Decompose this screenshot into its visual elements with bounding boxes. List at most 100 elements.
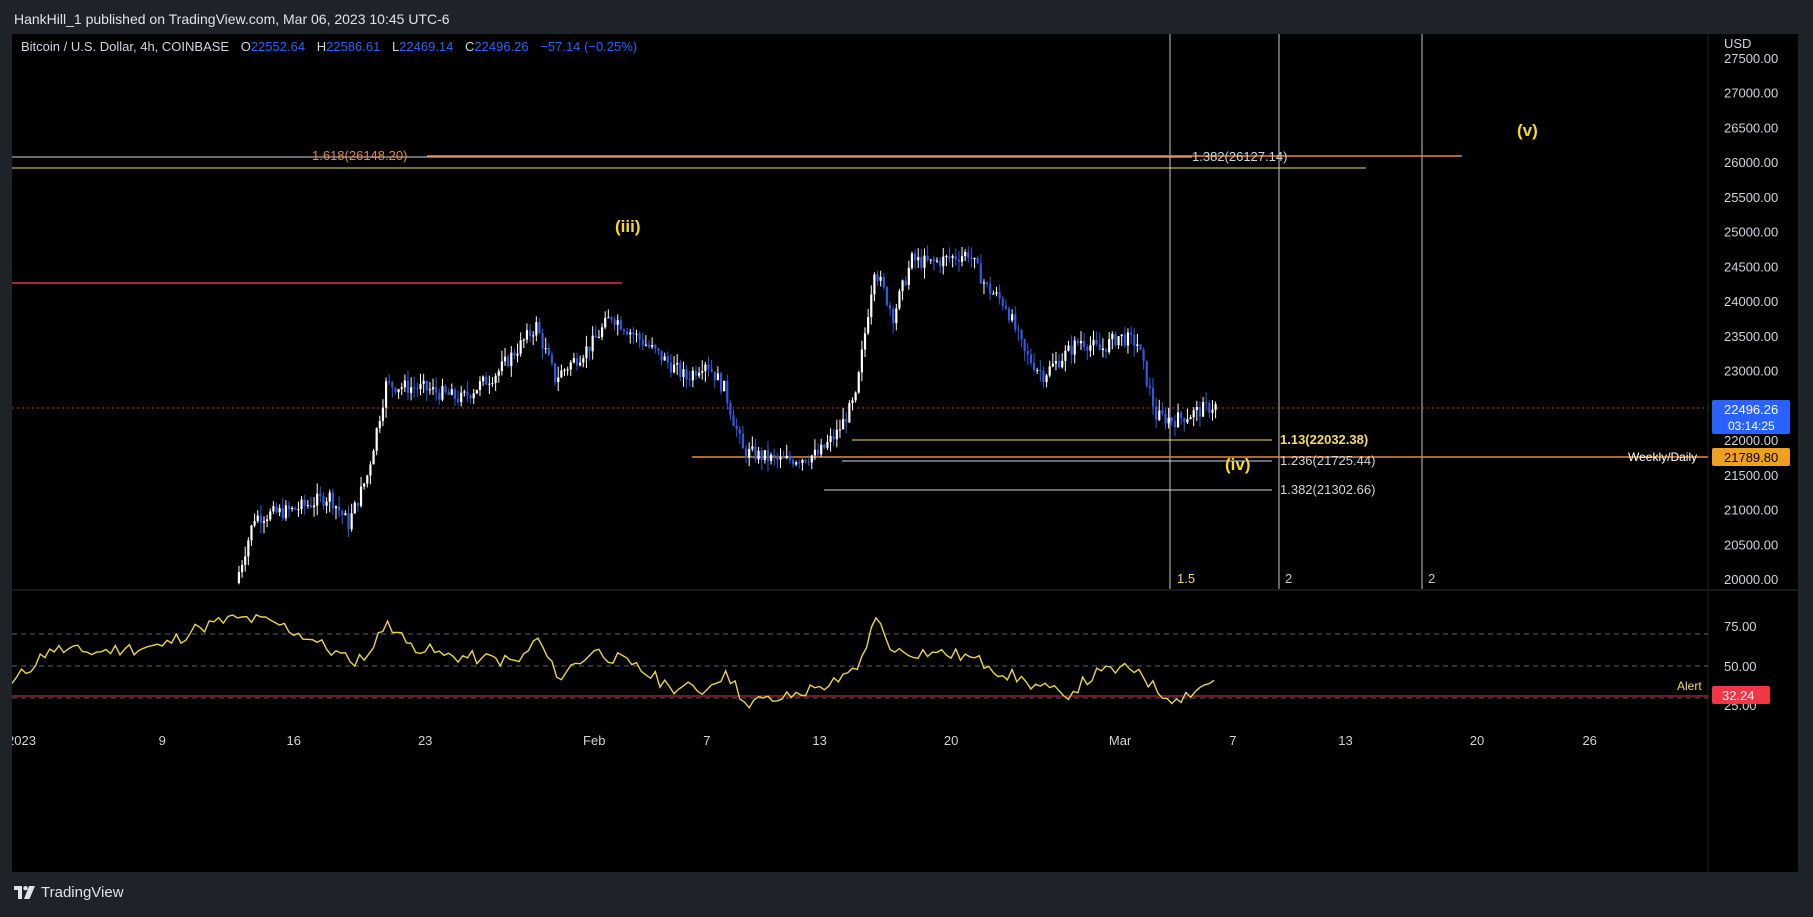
candle-body: [485, 376, 488, 385]
weekly-daily-label: Weekly/Daily: [1628, 450, 1697, 464]
candle-body: [1067, 345, 1070, 351]
candle-body: [259, 515, 262, 523]
candle-body: [250, 525, 253, 541]
time-fib-label: 2: [1285, 571, 1292, 586]
price-tick: 25500.00: [1724, 190, 1778, 205]
candle-body: [698, 372, 701, 376]
candle-body: [1192, 410, 1195, 418]
legend-close: 22496.26: [474, 39, 528, 54]
candle-body: [513, 352, 516, 356]
candle-body: [685, 369, 688, 380]
candle-body: [607, 317, 610, 319]
candle-body: [804, 459, 807, 462]
last-price-text: 22496.26: [1724, 402, 1778, 417]
candle-body: [525, 330, 529, 340]
candle-body: [1123, 334, 1126, 346]
candle-body: [816, 449, 820, 455]
symbol-legend[interactable]: Bitcoin / U.S. Dollar, 4h, COINBASE O225…: [21, 39, 637, 54]
candle-body: [1148, 385, 1151, 388]
candle-body: [795, 462, 798, 465]
candle-body: [300, 499, 303, 510]
footer-brand[interactable]: TradingView: [14, 884, 124, 901]
time-tick: Mar: [1109, 733, 1132, 748]
candle-body: [754, 446, 757, 460]
candle-body: [744, 448, 748, 458]
candle-body: [666, 356, 669, 363]
legend-open-label: O: [241, 39, 251, 54]
candle-body: [735, 425, 738, 430]
price-tick: 21000.00: [1724, 503, 1778, 518]
candle-body: [954, 256, 957, 260]
candle-body: [835, 429, 838, 440]
candle-body: [738, 429, 741, 434]
candle-body: [294, 507, 297, 510]
candle-body: [892, 308, 895, 324]
candle-body: [369, 464, 372, 476]
candle-body: [801, 459, 804, 464]
candle-body: [885, 287, 889, 306]
candle-body: [860, 349, 863, 373]
candle-body: [985, 282, 989, 284]
rsi-value-tag-text: 32.24: [1722, 688, 1755, 703]
candle-body: [1032, 362, 1036, 371]
time-tick: Feb: [583, 733, 605, 748]
candle-body: [1180, 412, 1183, 418]
legend-low: 22469.14: [399, 39, 453, 54]
candle-body: [378, 421, 381, 429]
time-tick: 20: [944, 733, 958, 748]
candle-body: [488, 383, 491, 385]
candle-body: [1208, 402, 1211, 413]
candle-body: [463, 391, 466, 393]
candle-body: [1198, 407, 1202, 417]
candle-body: [904, 280, 907, 286]
candle-body: [851, 400, 854, 404]
candle-body: [359, 486, 363, 507]
candle-body: [870, 294, 873, 318]
candle-body: [1029, 354, 1033, 363]
candle-body: [948, 256, 951, 259]
candle-body: [967, 251, 970, 258]
candle-body: [638, 333, 641, 340]
price-tick: 23000.00: [1724, 364, 1778, 379]
candle-body: [1195, 407, 1198, 411]
candle-body: [701, 371, 704, 373]
candle-body: [1189, 417, 1192, 420]
last-price-tag: [1712, 400, 1790, 434]
price-tick: 23500.00: [1724, 329, 1778, 344]
candle-body: [541, 332, 544, 349]
candle-body: [1173, 421, 1177, 428]
candle-body: [1057, 361, 1061, 368]
candle-body: [694, 370, 698, 376]
candle-body: [939, 260, 942, 267]
candle-body: [726, 380, 729, 404]
rsi-value-tag: [1712, 686, 1770, 704]
candle-body: [757, 450, 760, 460]
candle-body: [935, 260, 939, 262]
time-axis[interactable]: 2023 9 16 23 Feb 7 13 20 Mar 7 13 20 26: [7, 733, 1597, 748]
wave-label-v: (v): [1517, 121, 1538, 140]
candle-body: [807, 461, 810, 463]
candle-body: [550, 355, 554, 364]
candle-body: [832, 436, 835, 440]
candle-body: [256, 515, 259, 522]
candle-body: [419, 383, 422, 390]
chart-svg[interactable]: 1.5 2 2 1.618(26148.20) 1.382(26127.14) …: [7, 30, 1798, 872]
price-axis[interactable]: 27500.00 27000.00 26500.00 26000.00 25500.00…: [1724, 51, 1778, 587]
candle-body: [532, 335, 535, 337]
candle-body: [372, 450, 375, 465]
candle-body: [572, 358, 575, 363]
price-tick: 21500.00: [1724, 468, 1778, 483]
candle-body: [663, 356, 666, 361]
candle-body: [275, 506, 278, 513]
candle-body: [309, 505, 313, 508]
candle-body: [319, 493, 322, 496]
candle-body: [945, 256, 948, 258]
candle-body: [1167, 417, 1170, 424]
candle-body: [388, 381, 391, 383]
candle-body: [353, 502, 356, 514]
candle-body: [766, 450, 770, 461]
candle-body: [763, 450, 766, 461]
candle-body: [1205, 402, 1208, 404]
candle-body: [350, 513, 353, 530]
candle-body: [932, 259, 935, 262]
